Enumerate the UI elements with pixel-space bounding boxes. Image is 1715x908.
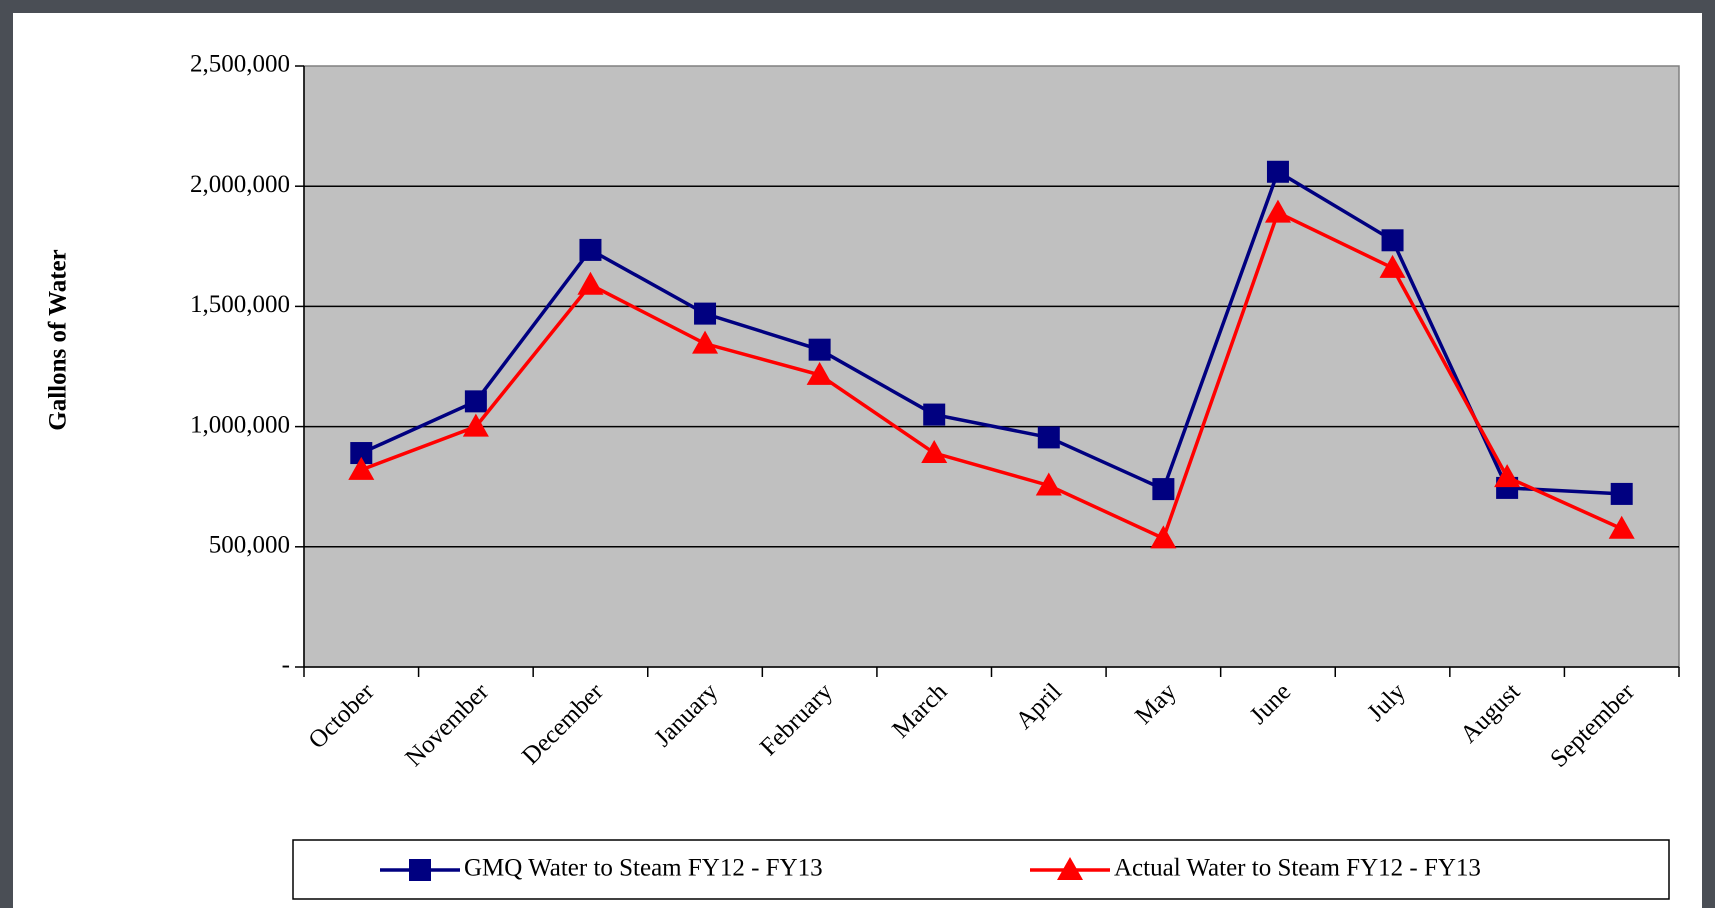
triangle-marker [462,413,489,437]
plot-area [303,65,1680,668]
square-marker [1381,229,1404,252]
y-tick-label: 2,000,000 [190,171,290,198]
square-marker [808,338,831,361]
y-tick-label: 1,500,000 [190,291,290,318]
triangle-marker [921,440,948,464]
triangle-marker [806,361,833,385]
triangle-marker [692,330,719,354]
square-marker [1266,160,1289,183]
y-tick-label: 500,000 [209,532,290,559]
triangle-marker [1608,515,1635,539]
series-line [360,210,1623,541]
triangle-marker [1035,472,1062,496]
triangle-marker [1379,254,1406,278]
legend-marker [1057,857,1083,880]
square-marker [1610,482,1633,505]
legend-label: Actual Water to Steam FY12 - FY13 [1114,855,1481,882]
legend-box [292,839,1670,900]
triangle-marker [1150,525,1177,549]
square-marker [694,302,717,325]
y-axis-title: Gallons of Water [45,249,72,430]
square-marker [1037,426,1060,449]
triangle-marker [577,271,604,295]
square-marker [464,390,487,413]
square-marker [350,442,373,465]
y-tick-label: 1,000,000 [190,411,290,438]
triangle-marker [348,456,375,480]
legend-label: GMQ Water to Steam FY12 - FY13 [464,855,823,882]
legend-marker [409,859,431,881]
series-line [360,169,1622,496]
square-marker [579,238,602,261]
square-marker [1152,478,1175,501]
triangle-marker [1494,464,1521,488]
square-marker [923,403,946,426]
y-tick-label: 2,500,000 [190,51,290,78]
y-tick-label: - [282,652,290,679]
triangle-marker [1264,199,1291,223]
